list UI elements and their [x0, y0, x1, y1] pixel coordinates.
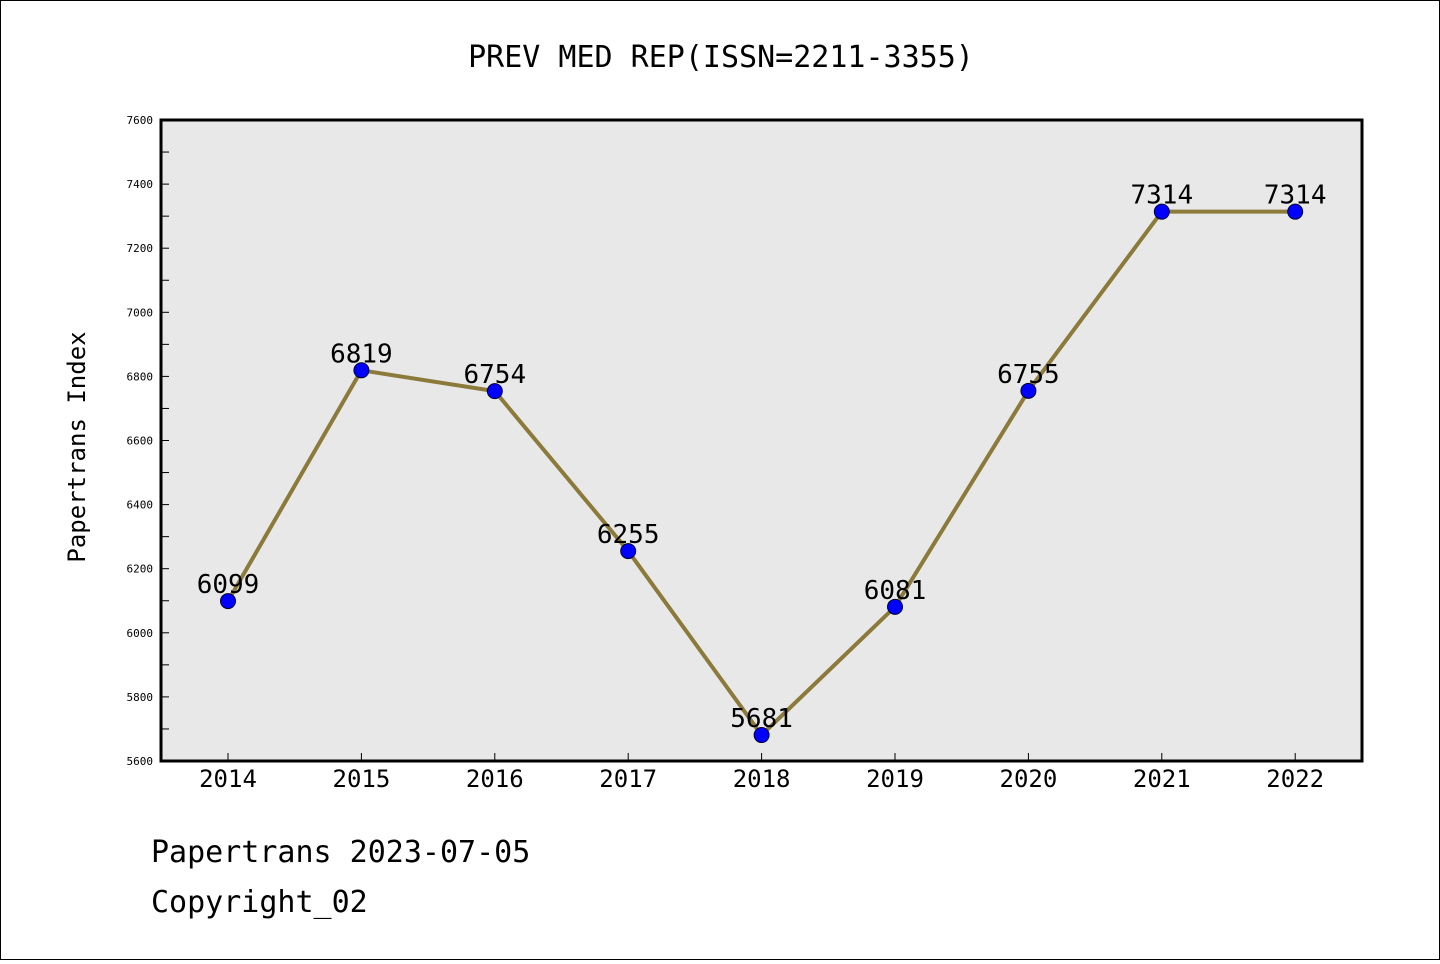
y-tick-label: 7400 — [127, 178, 154, 191]
data-label: 6755 — [997, 360, 1060, 390]
y-tick-label: 6800 — [127, 370, 154, 383]
x-tick-label: 2021 — [1133, 765, 1191, 793]
x-tick-label: 2014 — [199, 765, 257, 793]
data-label: 6255 — [597, 520, 660, 550]
data-label: 7314 — [1264, 181, 1327, 211]
y-tick-label: 5600 — [127, 755, 154, 768]
data-point — [1153, 203, 1170, 220]
footer-copyright-line: Copyright_02 — [151, 885, 368, 920]
series-layer — [220, 203, 1304, 744]
chart-title: PREV MED REP(ISSN=2211-3355) — [468, 40, 974, 75]
y-tick-label: 6200 — [127, 563, 154, 576]
data-labels-layer: 6099 6819 6754 6255 5681 6081 6755 7314 7314 — [197, 181, 1327, 734]
data-point — [753, 727, 770, 744]
data-point — [620, 543, 637, 560]
data-label: 6819 — [330, 339, 393, 369]
y-tick-label: 6400 — [127, 499, 154, 512]
data-point — [353, 362, 370, 379]
x-axis-ticks: 2014 2015 2016 2017 2018 2019 2020 2021 2022 — [199, 753, 1324, 793]
x-tick-label: 2016 — [466, 765, 524, 793]
x-tick-label: 2015 — [333, 765, 391, 793]
y-tick-label: 5800 — [127, 691, 154, 704]
y-tick-label: 7600 — [127, 114, 154, 127]
data-label: 6081 — [864, 576, 927, 606]
data-label: 6099 — [197, 570, 260, 600]
x-tick-label: 2019 — [866, 765, 924, 793]
y-tick-label: 7200 — [127, 242, 154, 255]
data-label: 6754 — [463, 360, 526, 390]
data-point — [1020, 382, 1037, 399]
data-point — [887, 598, 903, 615]
footer-date-line: Papertrans 2023-07-05 — [151, 835, 531, 870]
data-point — [486, 383, 503, 400]
plot-area — [159, 118, 1364, 763]
x-tick-label: 2017 — [599, 765, 657, 793]
data-label: 7314 — [1130, 181, 1193, 211]
data-point — [1287, 203, 1304, 220]
x-tick-label: 2018 — [733, 765, 791, 793]
y-axis-label: Papertrans Index — [63, 331, 91, 562]
y-tick-label: 7000 — [127, 306, 154, 319]
y-axis-ticks: 5600 5800 6000 6200 6400 6600 6800 7000 7200 7400… — [127, 114, 169, 768]
y-tick-label: 6000 — [127, 627, 154, 640]
y-tick-label: 6600 — [127, 435, 154, 448]
data-label: 5681 — [730, 704, 793, 734]
x-tick-label: 2022 — [1266, 765, 1324, 793]
x-tick-label: 2020 — [1000, 765, 1058, 793]
data-point — [220, 593, 236, 610]
